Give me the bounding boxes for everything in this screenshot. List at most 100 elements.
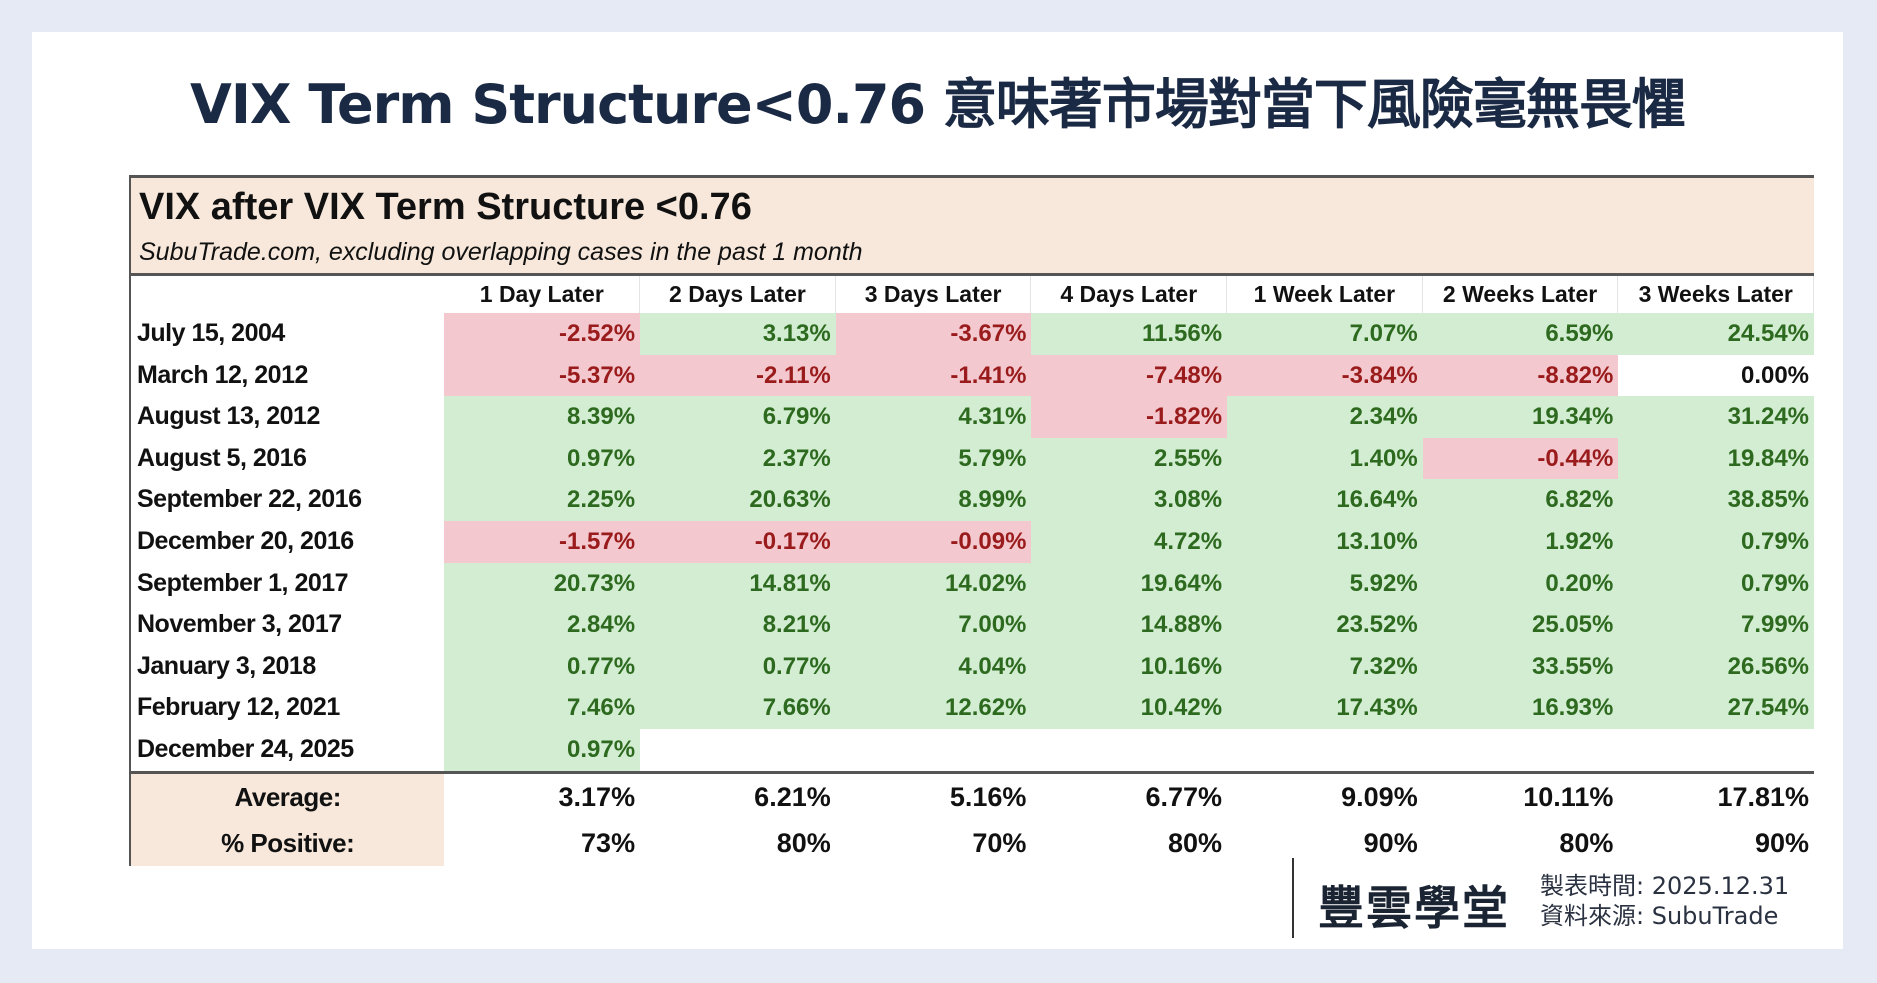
column-header: 2 Days Later: [640, 276, 836, 313]
row-date: December 20, 2016: [137, 526, 354, 555]
value-cell: 13.10%: [1227, 520, 1423, 563]
value-cell: 5.92%: [1227, 562, 1423, 605]
row-date: February 12, 2021: [137, 693, 340, 722]
value-cell: 14.88%: [1031, 604, 1228, 646]
row-date: August 13, 2012: [137, 402, 320, 431]
table-row: February 12, 2021 7.46% 7.66% 12.62% 10.…: [131, 687, 1815, 729]
column-header-row: 1 Day Later 2 Days Later 3 Days Later 4 …: [131, 276, 1815, 313]
value-cell: [1618, 728, 1815, 771]
value-cell: [640, 728, 836, 771]
value-cell: 38.85%: [1618, 479, 1815, 521]
row-date: September 1, 2017: [137, 568, 349, 597]
row-date: January 3, 2018: [137, 651, 316, 680]
column-header: 1 Day Later: [444, 276, 641, 313]
positive-value: 70%: [972, 827, 1027, 858]
positive-value: 90%: [1754, 827, 1810, 858]
made-label: 製表時間:: [1540, 872, 1645, 900]
column-header: 1 Week Later: [1227, 276, 1423, 313]
table-row: August 5, 2016 0.97% 2.37% 5.79% 2.55% 1…: [131, 437, 1815, 480]
positive-row: % Positive: 73% 80% 70% 80% 90% 80% 90%: [131, 819, 1814, 866]
value-cell: 20.73%: [444, 562, 641, 605]
value-cell: 2.25%: [444, 479, 641, 521]
average-label: Average:: [131, 773, 445, 820]
value-cell: 0.97%: [444, 437, 641, 480]
value-cell: 8.39%: [444, 396, 641, 438]
made-date-line: 製表時間: 2025.12.31: [1540, 871, 1789, 901]
table-row: September 1, 2017 20.73% 14.81% 14.02% 1…: [131, 562, 1815, 605]
average-value: 10.11%: [1523, 781, 1614, 812]
value-cell: -5.37%: [444, 354, 641, 397]
value-cell: 19.34%: [1422, 396, 1619, 438]
average-value: 5.16%: [949, 781, 1027, 812]
value-cell: 8.21%: [640, 604, 836, 646]
value-cell: 0.77%: [640, 645, 836, 688]
value-cell: 17.43%: [1227, 687, 1423, 729]
value-cell: 3.08%: [1031, 479, 1228, 521]
value-cell: 16.93%: [1422, 687, 1619, 729]
average-value: 3.17%: [558, 781, 636, 812]
source-label: 資料來源:: [1540, 902, 1645, 930]
brand-logo: 豐雲學堂: [1318, 881, 1510, 935]
value-cell: 10.16%: [1031, 645, 1228, 688]
value-cell: -3.67%: [835, 313, 1032, 355]
value-cell: 14.02%: [835, 562, 1032, 605]
positive-value: 80%: [776, 827, 831, 858]
date-column-header: [131, 276, 444, 313]
average-value: 6.77%: [1145, 781, 1223, 812]
value-cell: 4.31%: [835, 396, 1032, 438]
value-cell: 7.99%: [1618, 604, 1815, 646]
row-date: December 24, 2025: [137, 734, 354, 763]
row-date: November 3, 2017: [137, 610, 342, 639]
positive-value: 80%: [1168, 827, 1223, 858]
value-cell: 14.81%: [640, 562, 836, 605]
value-cell: 19.84%: [1618, 437, 1815, 480]
table-row: July 15, 2004 -2.52% 3.13% -3.67% 11.56%…: [131, 313, 1815, 355]
value-cell: 33.55%: [1422, 645, 1619, 688]
column-header: 3 Days Later: [836, 276, 1032, 313]
vix-results-table: VIX after VIX Term Structure <0.76 SubuT…: [129, 175, 1815, 866]
row-date: August 5, 2016: [137, 443, 307, 472]
value-cell: -0.17%: [640, 520, 836, 563]
footer-divider: [1292, 858, 1294, 938]
value-cell: -1.41%: [835, 354, 1032, 397]
value-cell: -1.57%: [444, 520, 641, 563]
positive-value: 90%: [1363, 827, 1418, 858]
value-cell: 25.05%: [1422, 604, 1619, 646]
value-cell: 7.46%: [444, 687, 641, 729]
table-row: January 3, 2018 0.77% 0.77% 4.04% 10.16%…: [131, 645, 1815, 688]
row-date: September 22, 2016: [137, 485, 362, 514]
value-cell: 3.13%: [640, 313, 836, 355]
value-cell: 12.62%: [835, 687, 1032, 729]
value-cell: 5.79%: [835, 437, 1032, 480]
column-header: 2 Weeks Later: [1423, 276, 1619, 313]
positive-label: % Positive:: [131, 819, 445, 866]
value-cell: 6.82%: [1422, 479, 1619, 521]
value-cell: [1227, 728, 1423, 771]
average-row: Average: 3.17% 6.21% 5.16% 6.77% 9.09% 1…: [131, 773, 1814, 820]
value-cell: 8.99%: [835, 479, 1032, 521]
value-cell: 4.72%: [1031, 520, 1228, 563]
value-cell: 2.84%: [444, 604, 641, 646]
source-value: SubuTrade: [1651, 902, 1779, 930]
value-cell: 2.55%: [1031, 437, 1228, 480]
value-cell: 2.37%: [640, 437, 836, 480]
table-row: December 20, 2016 -1.57% -0.17% -0.09% 4…: [131, 520, 1815, 563]
slide-card: VIX Term Structure<0.76 意味著市場對當下風險毫無畏懼 V…: [32, 32, 1843, 949]
value-cell: -0.09%: [835, 520, 1032, 563]
value-cell: -1.82%: [1031, 396, 1228, 438]
value-cell: 6.59%: [1422, 313, 1619, 355]
value-cell: -8.82%: [1422, 354, 1619, 397]
value-cell: 26.56%: [1618, 645, 1815, 688]
average-value: 6.21%: [754, 781, 831, 812]
value-cell: [835, 728, 1032, 771]
value-cell: [1422, 728, 1619, 771]
value-cell: 7.66%: [640, 687, 836, 729]
value-cell: 20.63%: [640, 479, 836, 521]
table-row: September 22, 2016 2.25% 20.63% 8.99% 3.…: [131, 479, 1815, 521]
table-title: VIX after VIX Term Structure <0.76: [139, 186, 752, 228]
value-cell: 19.64%: [1031, 562, 1228, 605]
made-date: 2025.12.31: [1651, 872, 1790, 900]
value-cell: 1.92%: [1422, 520, 1619, 563]
positive-value: 80%: [1559, 827, 1614, 858]
value-cell: 23.52%: [1227, 604, 1423, 646]
